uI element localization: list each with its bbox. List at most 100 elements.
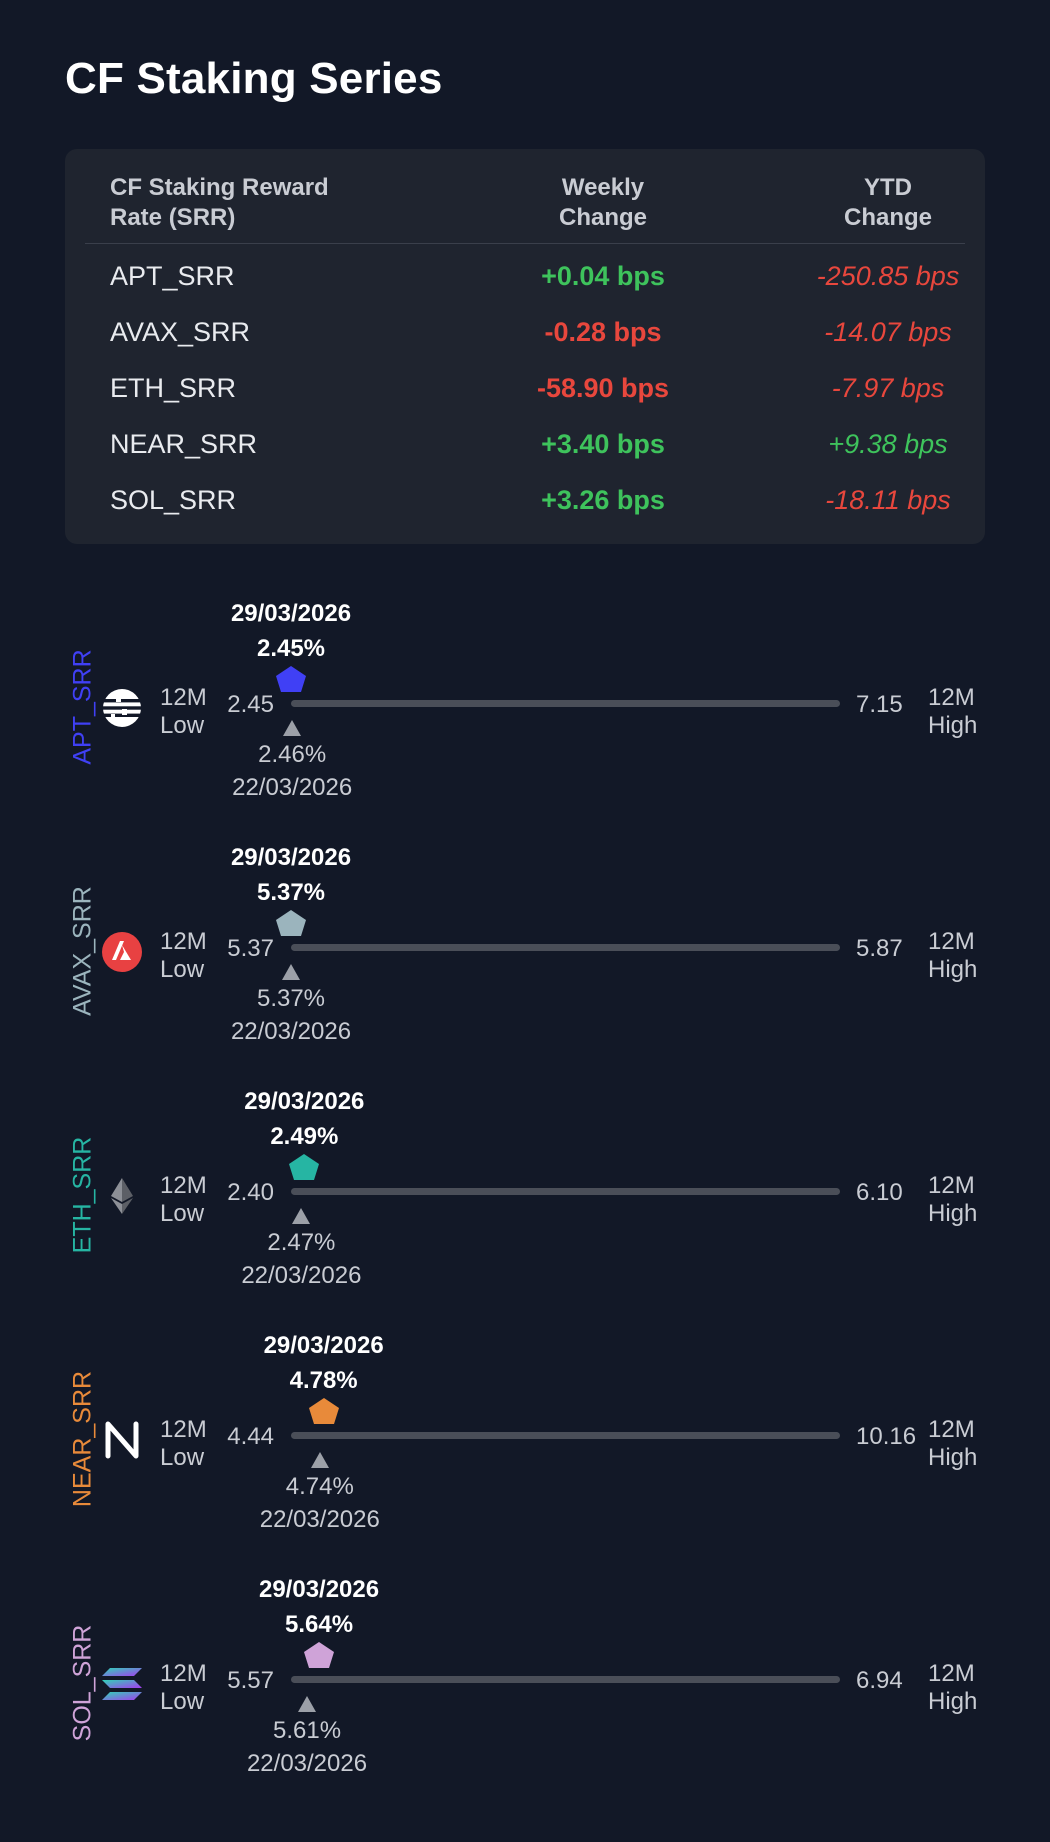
ytd-change: -250.85 bps [816, 261, 960, 291]
current-marker-icon [308, 1398, 339, 1424]
range-row-avax: AVAX_SRR 12M Low 5.37 5.87 12M High 29/03/… [0, 844, 1050, 1064]
previous-date: 22/03/2026 [230, 1018, 352, 1045]
low-value: 2.40 [227, 1179, 274, 1206]
page-title: CF Staking Series [65, 54, 443, 103]
range-track [291, 1188, 840, 1195]
near-icon [102, 1420, 142, 1460]
current-value: 5.37% [256, 879, 326, 906]
current-marker-icon [276, 910, 306, 936]
ytd-change: -14.07 bps [824, 317, 952, 347]
high-value: 10.16 [856, 1423, 917, 1450]
current-marker-icon [289, 1154, 320, 1180]
column-header-weekly-line1: Weekly [561, 174, 645, 201]
current-date: 29/03/2026 [258, 1576, 380, 1603]
low-value: 5.57 [227, 1667, 274, 1694]
range-track [291, 700, 840, 707]
column-header-weekly: Weekly Change [453, 173, 753, 233]
low-label: 12M Low [160, 1416, 207, 1471]
current-marker-icon [276, 666, 306, 692]
header-divider [85, 243, 965, 244]
table-row: APT_SRR +0.04 bps -250.85 bps [65, 256, 985, 296]
table-row: NEAR_SRR +3.40 bps +9.38 bps [65, 424, 985, 464]
column-header-ytd: YTD Change [738, 173, 1038, 233]
current-value: 2.49% [270, 1123, 339, 1150]
previous-value: 5.61% [272, 1717, 342, 1744]
low-label: 12M Low [160, 1172, 207, 1227]
previous-value: 4.74% [285, 1473, 354, 1500]
row-name: ETH_SRR [110, 373, 237, 403]
high-value: 6.94 [856, 1667, 903, 1694]
weekly-change: +0.04 bps [541, 261, 665, 291]
table-row: SOL_SRR +3.26 bps -18.11 bps [65, 480, 985, 520]
high-value: 6.10 [856, 1179, 903, 1206]
current-marker-icon [304, 1642, 335, 1668]
weekly-change: -58.90 bps [536, 373, 670, 403]
table-row: AVAX_SRR -0.28 bps -14.07 bps [65, 312, 985, 352]
low-value: 5.37 [227, 935, 274, 962]
range-track [291, 1676, 840, 1683]
table-row: ETH_SRR -58.90 bps -7.97 bps [65, 368, 985, 408]
previous-value: 2.46% [258, 741, 327, 768]
current-date: 29/03/2026 [230, 844, 352, 871]
column-header-ytd-line1: YTD [864, 174, 912, 201]
row-name: SOL_SRR [110, 485, 237, 515]
ethereum-icon [102, 1176, 142, 1216]
previous-date: 22/03/2026 [241, 1262, 362, 1289]
high-label: 12M High [928, 928, 978, 983]
low-value: 4.44 [227, 1423, 274, 1450]
previous-value: 2.47% [267, 1229, 336, 1256]
previous-marker-icon [283, 720, 302, 736]
previous-value: 5.37% [256, 985, 326, 1012]
high-label: 12M High [928, 1172, 978, 1227]
aptos-icon [102, 688, 142, 728]
low-label: 12M Low [160, 684, 207, 739]
row-name: AVAX_SRR [110, 317, 251, 347]
high-label: 12M High [928, 1660, 978, 1715]
previous-date: 22/03/2026 [259, 1506, 380, 1533]
current-date: 29/03/2026 [230, 600, 352, 627]
row-name: APT_SRR [110, 261, 235, 291]
range-row-near: NEAR_SRR 12M Low 4.44 10.16 12M High 29/03… [0, 1332, 1050, 1552]
previous-date: 22/03/2026 [232, 774, 353, 801]
series-label: APT_SRR [68, 649, 97, 765]
weekly-change: +3.26 bps [541, 485, 665, 515]
range-row-eth: ETH_SRR 12M Low 2.40 6.10 12M High 29/03/2… [0, 1088, 1050, 1308]
previous-marker-icon [282, 964, 300, 980]
column-header-srr-line1: CF Staking Reward [110, 174, 329, 201]
solana-icon [102, 1664, 142, 1704]
weekly-change: -0.28 bps [544, 317, 662, 347]
range-track [291, 1432, 840, 1439]
high-label: 12M High [928, 1416, 978, 1471]
low-value: 2.45 [227, 691, 274, 718]
weekly-change: +3.40 bps [541, 429, 665, 459]
column-header-srr-line2: Rate (SRR) [110, 204, 236, 231]
column-header-ytd-line2: Change [843, 204, 932, 231]
range-track [291, 944, 840, 951]
ytd-change: +9.38 bps [828, 429, 948, 459]
current-value: 2.45% [256, 635, 326, 662]
previous-marker-icon [310, 1452, 329, 1468]
current-date: 29/03/2026 [244, 1088, 365, 1115]
high-value: 5.87 [856, 935, 903, 962]
ytd-change: -7.97 bps [831, 373, 945, 403]
high-value: 7.15 [856, 691, 903, 718]
series-label: AVAX_SRR [68, 886, 97, 1016]
previous-marker-icon [292, 1208, 311, 1224]
previous-marker-icon [298, 1696, 317, 1712]
column-header-weekly-line2: Change [558, 204, 647, 231]
ytd-change: -18.11 bps [825, 485, 951, 515]
low-label: 12M Low [160, 1660, 207, 1715]
series-label: NEAR_SRR [68, 1370, 97, 1508]
previous-date: 22/03/2026 [246, 1750, 368, 1777]
range-row-apt: APT_SRR 12M Low 2.45 7.15 12M High 29/03/2… [0, 600, 1050, 820]
series-label: ETH_SRR [68, 1136, 97, 1254]
current-value: 4.78% [289, 1367, 358, 1394]
column-header-srr: CF Staking Reward Rate (SRR) [110, 173, 410, 233]
avalanche-icon [102, 932, 142, 972]
low-label: 12M Low [160, 928, 207, 983]
series-label: SOL_SRR [68, 1624, 97, 1742]
high-label: 12M High [928, 684, 978, 739]
current-date: 29/03/2026 [263, 1332, 384, 1359]
range-row-sol: SOL_SRR 12M Low 5.57 6.94 12M High 29/03/2… [0, 1576, 1050, 1796]
current-value: 5.64% [285, 1611, 354, 1638]
